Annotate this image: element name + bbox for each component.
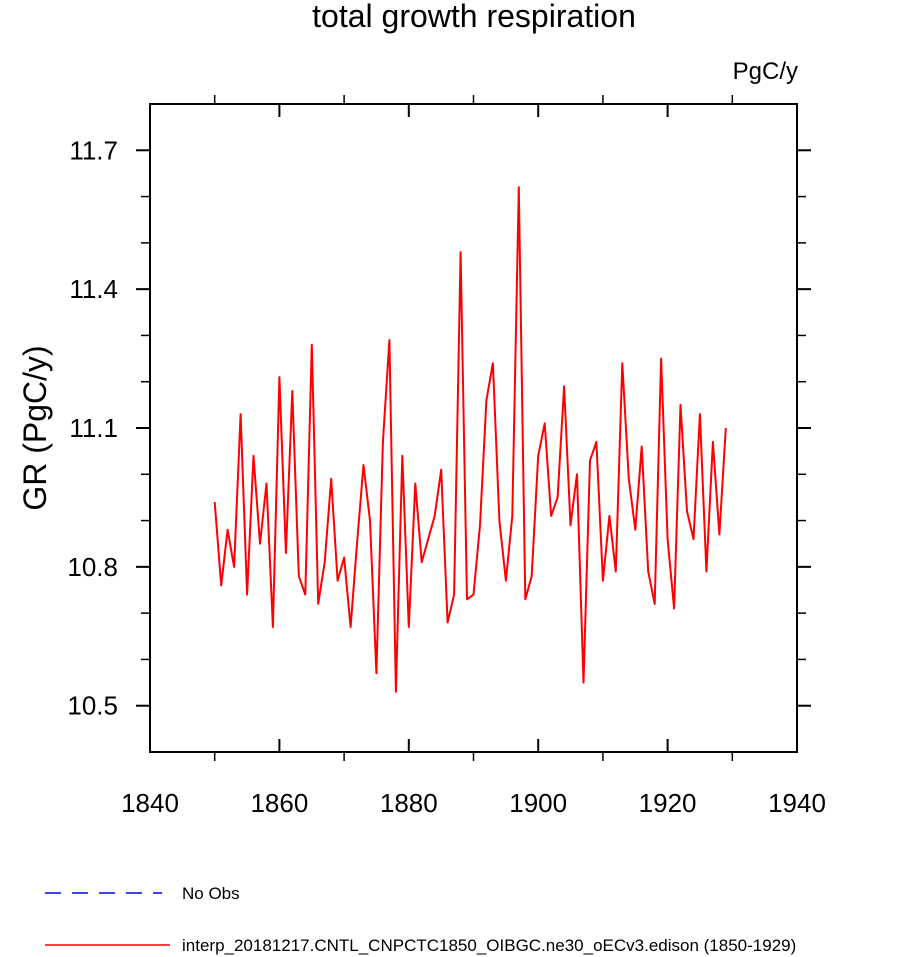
x-tick-label: 1880 — [380, 788, 438, 818]
series-layer — [213, 186, 727, 693]
y-tick-label: 11.7 — [69, 135, 118, 165]
axis-tick-labels: 1840 1860 1880 1900 1920 1940 10.5 10.8 11.1 11.4… — [67, 135, 826, 818]
x-tick-label: 1840 — [121, 788, 179, 818]
x-tick-label: 1900 — [509, 788, 567, 818]
legend-label-no-obs: No Obs — [182, 884, 240, 903]
y-tick-label: 10.8 — [67, 552, 118, 582]
series-line-0 — [213, 186, 727, 693]
legend-label-model: interp_20181217.CNTL_CNPCTC1850_OIBGC.ne… — [182, 936, 796, 955]
x-tick-label: 1920 — [639, 788, 697, 818]
chart-title: total growth respiration — [312, 0, 636, 34]
x-tick-label: 1940 — [768, 788, 826, 818]
units-label: PgC/y — [733, 58, 798, 85]
x-tick-label: 1860 — [250, 788, 308, 818]
y-tick-label: 11.1 — [69, 413, 118, 443]
y-tick-label: 11.4 — [69, 274, 118, 304]
legend: No Obs interp_20181217.CNTL_CNPCTC1850_O… — [45, 884, 796, 955]
y-tick-label: 10.5 — [67, 691, 118, 721]
axis-ticks — [136, 95, 811, 761]
y-axis-label: GR (PgC/y) — [17, 345, 53, 510]
